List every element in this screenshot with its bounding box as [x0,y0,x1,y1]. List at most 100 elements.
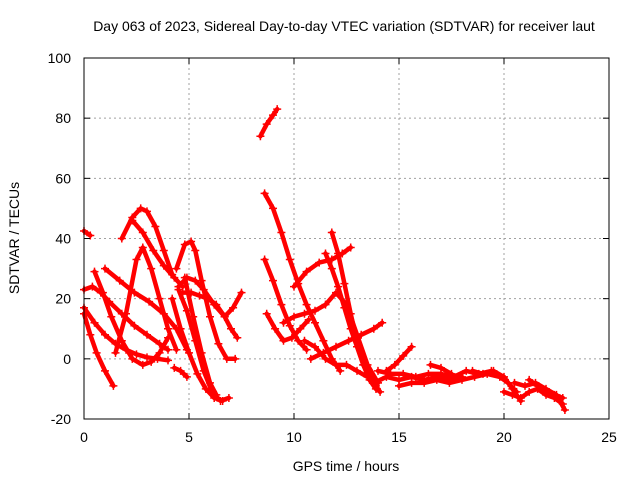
data-point [315,258,324,267]
tick-layer: 0 5 10 15 20 25 -20 0 20 40 60 80 100 [48,50,617,445]
series-arc19 [260,255,311,354]
data-point [101,264,109,273]
data-point [176,366,185,375]
x-tick-label: 25 [601,429,617,445]
data-point [132,350,141,359]
data-point [260,189,269,198]
data-point [88,282,97,291]
series-arc17 [256,105,282,141]
data-point [145,297,154,306]
data-point [159,246,168,255]
data-point [346,243,355,252]
data-point [201,384,210,393]
data-point [525,387,534,396]
data-point [176,324,185,333]
data-point [470,372,479,381]
data-point [98,288,107,297]
data-point [273,105,282,114]
series-arc8 [128,216,187,291]
data-point [334,282,343,291]
data-point [159,309,168,318]
data-point [407,342,416,351]
data-point [363,372,372,381]
data-point [558,393,567,402]
data-point [218,396,227,405]
data-point [155,348,164,357]
data-point [319,348,328,357]
y-tick-label: -20 [51,411,71,427]
data-point [199,285,208,294]
series-arc22 [290,243,355,291]
data-point [117,234,126,243]
data-point [168,294,177,303]
data-point [374,366,382,375]
data-point [159,261,168,270]
data-point [182,306,191,315]
data-point [376,387,385,396]
data-point [138,243,147,252]
series-line [262,257,309,353]
data-point [143,353,151,362]
data-point [424,369,433,378]
data-point [304,315,313,324]
x-tick-label: 5 [185,429,193,445]
data-point [237,288,246,297]
data-point [269,111,277,120]
data-point [260,255,269,264]
data-point [185,348,193,357]
data-point [334,249,343,258]
data-point [521,381,529,390]
data-point [500,387,508,396]
data-point [302,300,311,309]
data-point [508,390,517,399]
data-point [206,312,214,321]
data-point [407,378,416,387]
series-arc32 [468,366,525,405]
data-point [369,378,378,387]
data-point [542,387,550,396]
data-point [170,273,179,282]
data-point [262,120,271,129]
data-point [344,336,353,345]
data-point [269,204,277,213]
data-point [390,360,399,369]
data-point [340,303,349,312]
data-point [180,273,189,282]
data-point [321,354,330,363]
data-point [262,309,271,318]
series-arc20 [262,309,313,345]
data-point [279,318,288,327]
data-point [311,318,319,327]
series-layer [80,105,569,414]
data-point [353,366,361,375]
series-arc10 [170,363,191,381]
data-point [287,333,296,342]
data-point [321,300,330,309]
data-point [101,330,109,339]
data-point [182,372,191,381]
data-point [187,237,196,246]
data-point [302,267,311,276]
data-point [319,336,328,345]
data-point [132,255,141,264]
data-point [151,222,160,231]
data-point [378,318,387,327]
data-point [107,312,116,321]
data-point [359,360,368,369]
data-point [277,300,286,309]
data-point [420,378,429,387]
data-point [191,246,200,255]
x-axis-label: GPS time / hours [293,458,400,474]
data-point [306,354,315,363]
data-point [136,204,145,213]
data-point [227,324,235,333]
data-point [130,288,139,297]
data-point [193,369,202,378]
data-point [277,228,286,237]
data-point [311,342,319,351]
data-point [220,312,229,321]
data-point [174,285,183,294]
series-line [130,218,185,289]
data-point [447,369,456,378]
